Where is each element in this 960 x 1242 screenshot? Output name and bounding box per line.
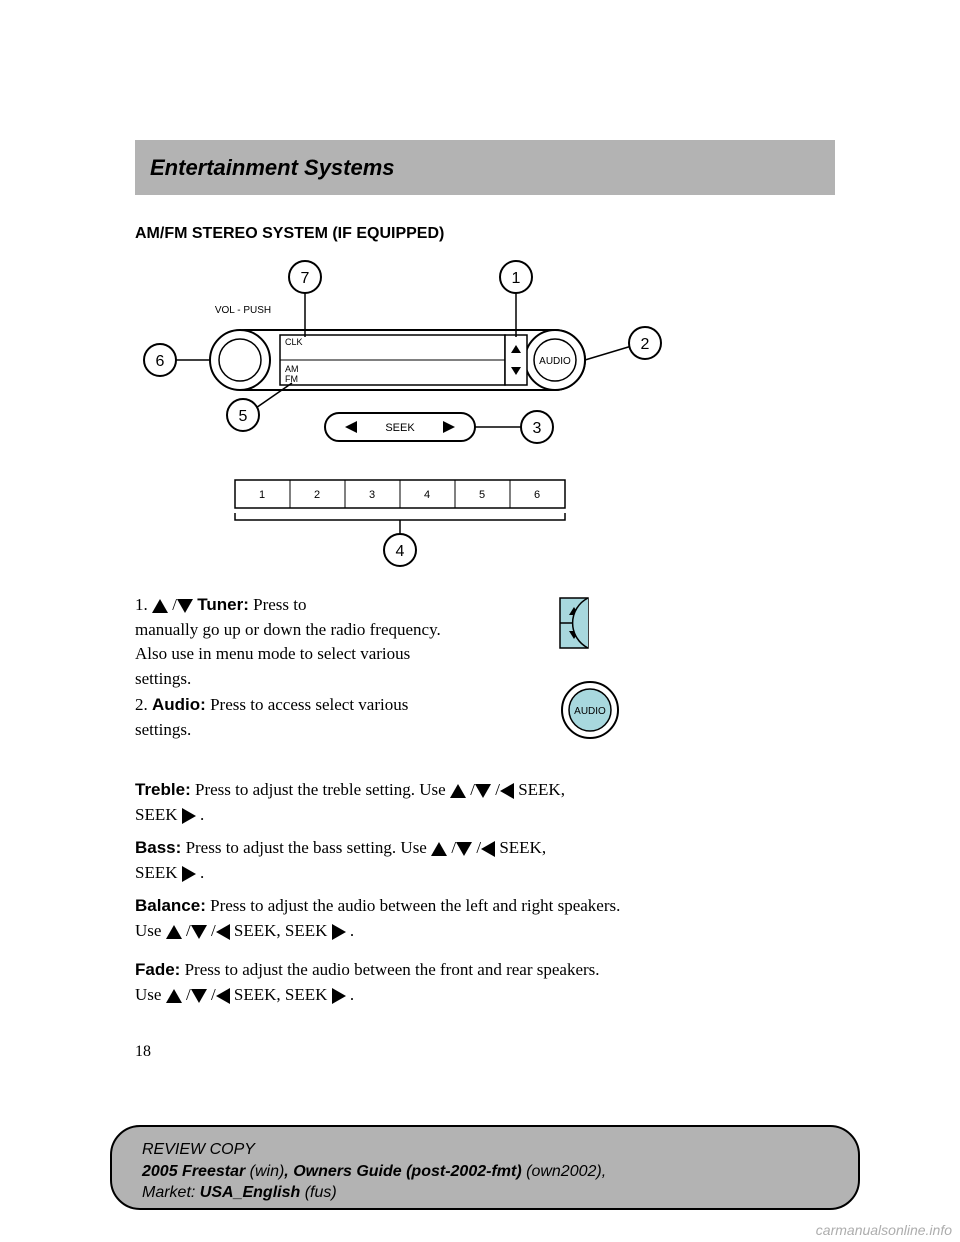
svg-text:3: 3 [369, 489, 375, 501]
section-heading: AM/FM STEREO SYSTEM (IF EQUIPPED) [135, 225, 444, 243]
svg-text:5: 5 [239, 408, 248, 425]
balance-text: Balance: Press to adjust the audio betwe… [135, 894, 835, 943]
down-triangle-icon [191, 925, 207, 939]
seek-label: SEEK [385, 422, 415, 434]
header-band: Entertainment Systems [135, 140, 835, 195]
svg-text:7: 7 [301, 270, 310, 287]
audio-mini-label: AUDIO [574, 706, 606, 717]
tuner-mini-illustration [550, 593, 630, 658]
svg-text:1: 1 [512, 270, 521, 287]
page-number: 18 [135, 1043, 151, 1061]
footer-guide: Owners Guide (post-2002-fmt) [293, 1163, 521, 1180]
svg-text:2: 2 [641, 336, 650, 353]
left-triangle-icon [216, 924, 230, 940]
item1-prefix: 1. [135, 595, 152, 614]
right-triangle-icon [182, 866, 196, 882]
svg-text:2: 2 [314, 489, 320, 501]
clk-label: CLK [285, 337, 303, 347]
svg-text:6: 6 [156, 353, 165, 370]
footer-box: REVIEW COPY 2005 Freestar (win), Owners … [110, 1125, 860, 1210]
audio-label-text: Audio: [152, 695, 206, 714]
watermark: carmanualsonline.info [816, 1222, 952, 1238]
treble-label: Treble: [135, 780, 191, 799]
up-triangle-icon [166, 925, 182, 939]
svg-text:4: 4 [396, 543, 405, 560]
fade-text: Fade: Press to adjust the audio between … [135, 958, 835, 1007]
up-triangle-icon [166, 989, 182, 1003]
stereo-diagram: AUDIO VOL - PUSH CLK AM FM SEEK 1 2 3 [135, 255, 695, 575]
svg-text:1: 1 [259, 489, 265, 501]
audio-mini-illustration: AUDIO [555, 675, 625, 750]
up-triangle-icon [450, 784, 466, 798]
vol-label: VOL - PUSH [215, 305, 271, 316]
item-2-text: 2. Audio: Press to access select various… [135, 693, 465, 742]
balance-label: Balance: [135, 896, 206, 915]
left-triangle-icon [500, 783, 514, 799]
fade-label: Fade: [135, 960, 180, 979]
down-triangle-icon [475, 784, 491, 798]
footer-market-label: Market: [142, 1184, 200, 1201]
footer-market: USA_English [200, 1184, 300, 1201]
item2-prefix: 2. [135, 695, 152, 714]
right-triangle-icon [332, 924, 346, 940]
manual-page: Entertainment Systems AM/FM STEREO SYSTE… [0, 0, 960, 1242]
right-triangle-icon [182, 808, 196, 824]
footer-model: 2005 Freestar [142, 1163, 245, 1180]
left-triangle-icon [481, 841, 495, 857]
down-triangle-icon [177, 599, 193, 613]
bass-text: Bass: Press to adjust the bass setting. … [135, 836, 835, 885]
up-triangle-icon [152, 599, 168, 613]
svg-text:4: 4 [424, 489, 430, 501]
down-triangle-icon [456, 842, 472, 856]
bass-label: Bass: [135, 838, 181, 857]
svg-text:6: 6 [534, 489, 540, 501]
item-1-text: 1. / Tuner: Press to manually go up or d… [135, 593, 465, 692]
tuner-label: Tuner: [197, 595, 249, 614]
right-triangle-icon [332, 988, 346, 1004]
down-triangle-icon [191, 989, 207, 1003]
svg-text:5: 5 [479, 489, 485, 501]
left-triangle-icon [216, 988, 230, 1004]
am-label: AM [285, 364, 299, 374]
treble-text: Treble: Press to adjust the treble setti… [135, 778, 835, 827]
audio-label-diagram: AUDIO [539, 356, 571, 367]
up-triangle-icon [431, 842, 447, 856]
footer-line1: REVIEW COPY [142, 1141, 255, 1158]
svg-text:3: 3 [533, 420, 542, 437]
header-title: Entertainment Systems [150, 155, 395, 181]
